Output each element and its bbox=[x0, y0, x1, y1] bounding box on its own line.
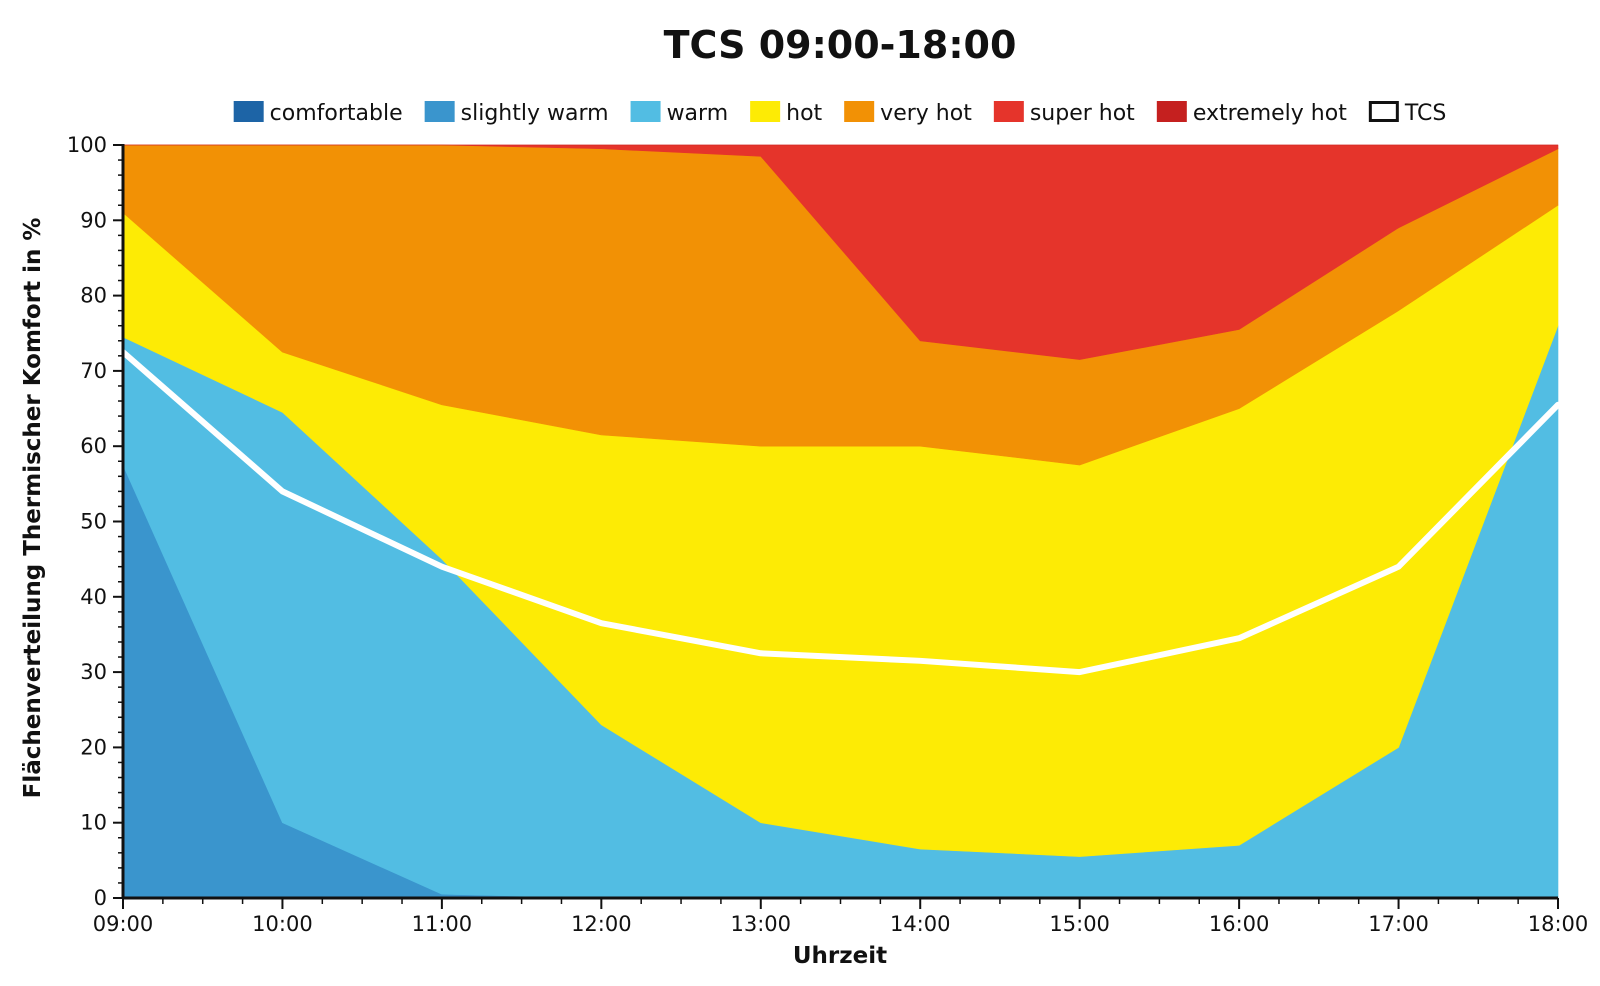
y-tick-label-50: 50 bbox=[80, 510, 107, 534]
legend-item-very-hot: very hot bbox=[844, 101, 972, 126]
legend-label-extremely-hot: extremely hot bbox=[1193, 101, 1347, 126]
x-axis-label: Uhrzeit bbox=[793, 943, 887, 969]
y-tick-label-70: 70 bbox=[80, 359, 107, 383]
x-tick-label-1000: 10:00 bbox=[252, 912, 313, 936]
legend-label-warm: warm bbox=[667, 101, 729, 126]
y-tick-label-60: 60 bbox=[80, 434, 107, 458]
x-tick-label-1100: 11:00 bbox=[412, 912, 473, 936]
tcs-line bbox=[120, 349, 1561, 676]
legend-label-very-hot: very hot bbox=[880, 101, 972, 126]
x-tick-label-1800: 18:00 bbox=[1528, 912, 1589, 936]
x-tick-label-0900: 09:00 bbox=[93, 912, 154, 936]
legend-item-slightly-warm: slightly warm bbox=[424, 101, 609, 126]
legend-item-super-hot: super hot bbox=[993, 101, 1135, 126]
x-tick-label-1300: 13:00 bbox=[731, 912, 792, 936]
y-tick-label-20: 20 bbox=[80, 735, 107, 759]
y-tick-label-10: 10 bbox=[80, 811, 107, 835]
y-tick-label-90: 90 bbox=[80, 208, 107, 232]
x-tick-label-1500: 15:00 bbox=[1049, 912, 1110, 936]
legend-swatch-hot bbox=[750, 101, 781, 122]
legend-item-hot: hot bbox=[750, 101, 823, 126]
x-tick-label-1600: 16:00 bbox=[1209, 912, 1270, 936]
legend-item-warm: warm bbox=[630, 101, 729, 126]
legend-item-extremely-hot: extremely hot bbox=[1156, 101, 1347, 126]
legend: comfortable slightly warm warm hot very hot s… bbox=[233, 101, 1446, 126]
legend-swatch-comfortable bbox=[233, 101, 264, 122]
x-tick-label-1400: 14:00 bbox=[890, 912, 951, 936]
legend-label-tcs: TCS bbox=[1404, 101, 1446, 126]
tcs-line-group bbox=[120, 349, 1561, 676]
x-tick-label-1700: 17:00 bbox=[1368, 912, 1429, 936]
legend-swatch-slightly-warm bbox=[424, 101, 455, 122]
legend-swatch-warm bbox=[630, 101, 661, 122]
y-tick-label-100: 100 bbox=[67, 133, 107, 157]
y-tick-label-30: 30 bbox=[80, 660, 107, 684]
legend-label-hot: hot bbox=[786, 101, 822, 126]
legend-label-comfortable: comfortable bbox=[270, 101, 403, 126]
legend-label-super-hot: super hot bbox=[1030, 101, 1135, 126]
y-axis-label: Flächenverteilung Thermischer Komfort in… bbox=[20, 218, 46, 799]
legend-item-comfortable: comfortable bbox=[233, 101, 403, 126]
x-tick-label-1200: 12:00 bbox=[571, 912, 632, 936]
stacked-areas bbox=[122, 144, 1559, 899]
axes: 0 10 20 30 40 50 60 70 80 90 100 09:00 10:00 11:00 12:… bbox=[67, 133, 1588, 936]
legend-swatch-tcs bbox=[1368, 101, 1399, 122]
legend-label-slightly-warm: slightly warm bbox=[461, 101, 609, 126]
legend-swatch-super-hot bbox=[993, 101, 1024, 122]
legend-item-tcs: TCS bbox=[1368, 101, 1446, 126]
y-tick-label-80: 80 bbox=[80, 284, 107, 308]
legend-swatch-very-hot bbox=[844, 101, 875, 122]
y-tick-label-40: 40 bbox=[80, 585, 107, 609]
legend-swatch-extremely-hot bbox=[1156, 101, 1187, 122]
chart-title: TCS 09:00-18:00 bbox=[664, 23, 1017, 67]
y-tick-label-0: 0 bbox=[94, 886, 107, 910]
